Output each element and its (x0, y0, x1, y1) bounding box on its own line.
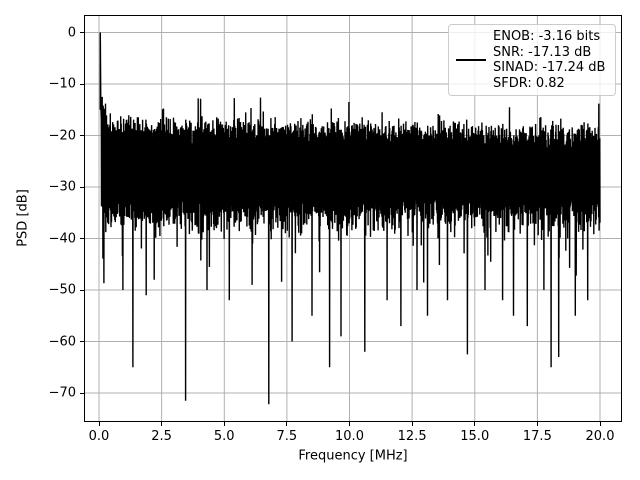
y-tick-mark (80, 392, 84, 394)
legend-entry-0: ENOB: -3.16 bits (493, 29, 601, 44)
x-tick-mark (98, 422, 100, 426)
x-tick-mark (161, 422, 163, 426)
y-tick-mark (80, 289, 84, 291)
x-tick-mark (286, 422, 288, 426)
legend-entry-2: SINAD: -17.24 dB (493, 60, 606, 75)
x-tick-mark (599, 422, 601, 426)
y-tick-label: −20 (48, 128, 76, 143)
legend: ENOB: -3.16 bits SNR: -17.13 dB SINAD: -17… (448, 24, 616, 96)
y-axis-label: PSD [dB] (15, 189, 31, 247)
x-tick-mark (536, 422, 538, 426)
psd-chart-svg (84, 15, 622, 422)
plot-area (84, 15, 622, 422)
y-tick-label: −40 (48, 231, 76, 246)
y-tick-label: −60 (48, 334, 76, 349)
x-tick-label: 20.0 (585, 429, 615, 444)
psd-trace (99, 32, 601, 405)
x-tick-label: 12.5 (397, 429, 427, 444)
axes-spines (84, 15, 622, 422)
x-tick-mark (474, 422, 476, 426)
y-tick-mark (80, 83, 84, 85)
x-tick-label: 0.0 (88, 429, 110, 444)
x-tick-label: 5.0 (213, 429, 235, 444)
y-tick-mark (80, 341, 84, 342)
x-tick-label: 17.5 (522, 429, 552, 444)
legend-entry-3: SFDR: 0.82 (493, 75, 565, 91)
legend-line-sample-icon (456, 59, 486, 61)
y-tick-label: −50 (48, 282, 76, 298)
y-tick-label: −70 (48, 385, 76, 401)
x-tick-label: 2.5 (151, 429, 172, 444)
y-tick-mark (80, 186, 84, 188)
legend-entry-1: SNR: -17.13 dB (493, 44, 592, 60)
y-tick-mark (80, 32, 84, 33)
y-tick-mark (80, 135, 84, 136)
x-tick-mark (349, 422, 350, 426)
x-axis-label: Frequency [MHz] (298, 448, 408, 464)
y-tick-label: 0 (67, 25, 76, 40)
y-tick-label: −30 (48, 179, 76, 195)
y-tick-mark (80, 238, 84, 239)
x-tick-label: 7.5 (276, 429, 298, 444)
x-tick-mark (411, 422, 413, 426)
y-tick-label: −10 (48, 76, 76, 92)
x-tick-mark (223, 422, 225, 426)
x-tick-label: 15.0 (460, 429, 490, 444)
legend-text: ENOB: -3.16 bits SNR: -17.13 dB SINAD: -17… (493, 29, 605, 91)
x-tick-label: 10.0 (335, 429, 364, 444)
